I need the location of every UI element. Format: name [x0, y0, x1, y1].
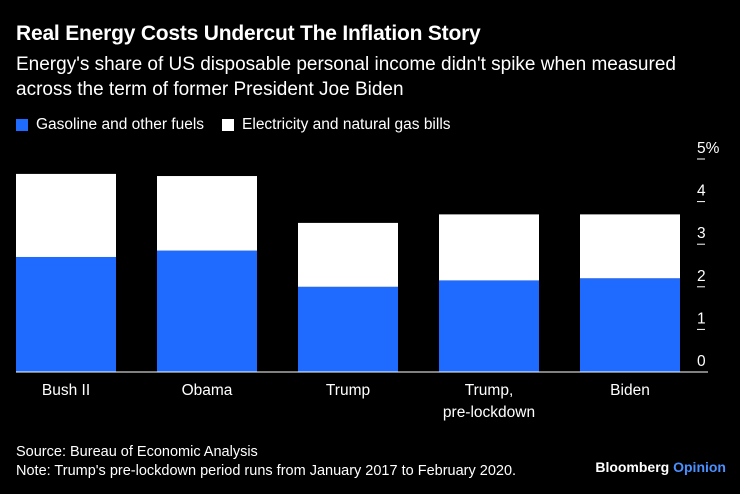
bar-electricity-2	[298, 222, 398, 287]
category-label-line: Biden	[610, 382, 650, 399]
chart-subtitle: Energy's share of US disposable personal…	[16, 54, 676, 100]
category-label-line: pre-lockdown	[443, 404, 535, 421]
bar-gasoline-4	[580, 278, 680, 372]
y-tick-label-3: 3	[697, 225, 706, 242]
legend-swatch-electricity	[222, 119, 235, 131]
bar-electricity-0	[16, 173, 116, 257]
bar-electricity-3	[439, 214, 539, 281]
footer: Source: Bureau of Economic Analysis Note…	[16, 443, 516, 481]
bar-electricity-4	[580, 214, 680, 279]
legend-label-gasoline: Gasoline and other fuels	[36, 116, 205, 133]
y-tick-label-4: 4	[697, 183, 706, 200]
legend-item-electricity: Electricity and natural gas bills	[222, 116, 451, 134]
bar-gasoline-3	[439, 280, 539, 372]
footnote: Note: Trump's pre-lockdown period runs f…	[16, 463, 517, 479]
bloomberg-opinion-logo: Bloomberg Opinion	[595, 459, 726, 475]
brand-name: Bloomberg	[595, 459, 670, 475]
brand-suffix: Opinion	[673, 459, 726, 475]
category-label-4: Biden	[610, 382, 650, 399]
legend-item-gasoline: Gasoline and other fuels	[16, 116, 204, 134]
legend-label-electricity: Electricity and natural gas bills	[242, 116, 451, 133]
category-label-2: Trump	[326, 382, 370, 399]
category-label-0: Bush II	[42, 382, 90, 399]
bar-electricity-1	[157, 176, 257, 251]
category-label-line: Bush II	[42, 382, 90, 399]
y-tick-label-1: 1	[697, 310, 706, 327]
y-tick-label-0: 0	[697, 353, 706, 370]
legend-swatch-gasoline	[16, 119, 28, 131]
y-tick-label-5: 5%	[697, 140, 720, 157]
bar-gasoline-0	[16, 256, 116, 372]
source-note: Source: Bureau of Economic Analysis	[16, 444, 258, 460]
category-label-line: Obama	[182, 382, 233, 399]
category-label-line: Trump	[326, 382, 370, 399]
category-label-1: Obama	[182, 382, 233, 399]
bar-gasoline-1	[157, 250, 257, 372]
stacked-bar-chart: Bush II Obama Trump Trump, pre-lockdown Biden…	[16, 140, 720, 421]
chart-title: Real Energy Costs Undercut The Inflation…	[16, 22, 481, 45]
legend: Gasoline and other fuels Electricity and…	[16, 116, 469, 134]
bar-gasoline-2	[298, 286, 398, 372]
category-label-line: Trump,	[465, 382, 514, 399]
category-label-3: Trump, pre-lockdown	[443, 382, 535, 421]
y-tick-label-2: 2	[697, 268, 706, 285]
